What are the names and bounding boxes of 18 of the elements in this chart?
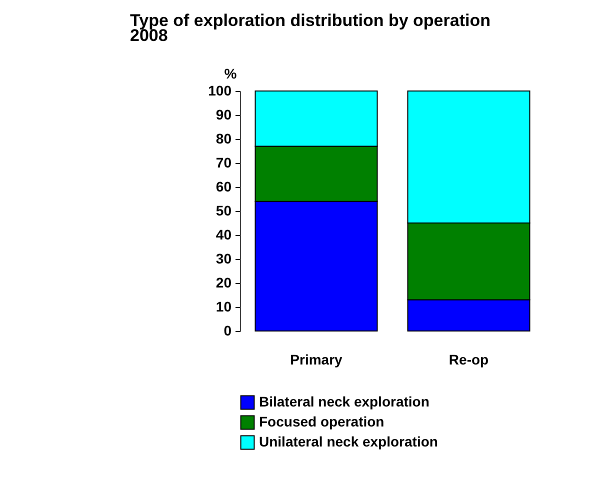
chart-title: Type of exploration distribution by operation 2008 (130, 11, 490, 45)
y-tick-label: 80 (216, 130, 232, 146)
y-tick-label: 0 (224, 322, 232, 338)
legend-label: Bilateral neck exploration (259, 394, 430, 410)
y-tick-label: 90 (216, 106, 232, 122)
y-tick-label: 40 (216, 226, 232, 242)
y-tick-label: 30 (216, 250, 232, 266)
y-tick-label: 50 (216, 202, 232, 218)
y-axis-title: % (224, 66, 238, 82)
x-tick-label: Re-op (448, 352, 489, 368)
y-tick-label: 10 (216, 298, 232, 314)
y-tick-label: 60 (216, 178, 232, 194)
y-tick-label: 100 (208, 82, 232, 98)
x-tick-label: Primary (290, 352, 343, 368)
legend-label: Unilateral neck exploration (259, 434, 438, 450)
legend-label: Focused operation (259, 414, 384, 430)
y-tick-label: 20 (216, 274, 232, 290)
y-tick-label: 70 (216, 154, 232, 170)
